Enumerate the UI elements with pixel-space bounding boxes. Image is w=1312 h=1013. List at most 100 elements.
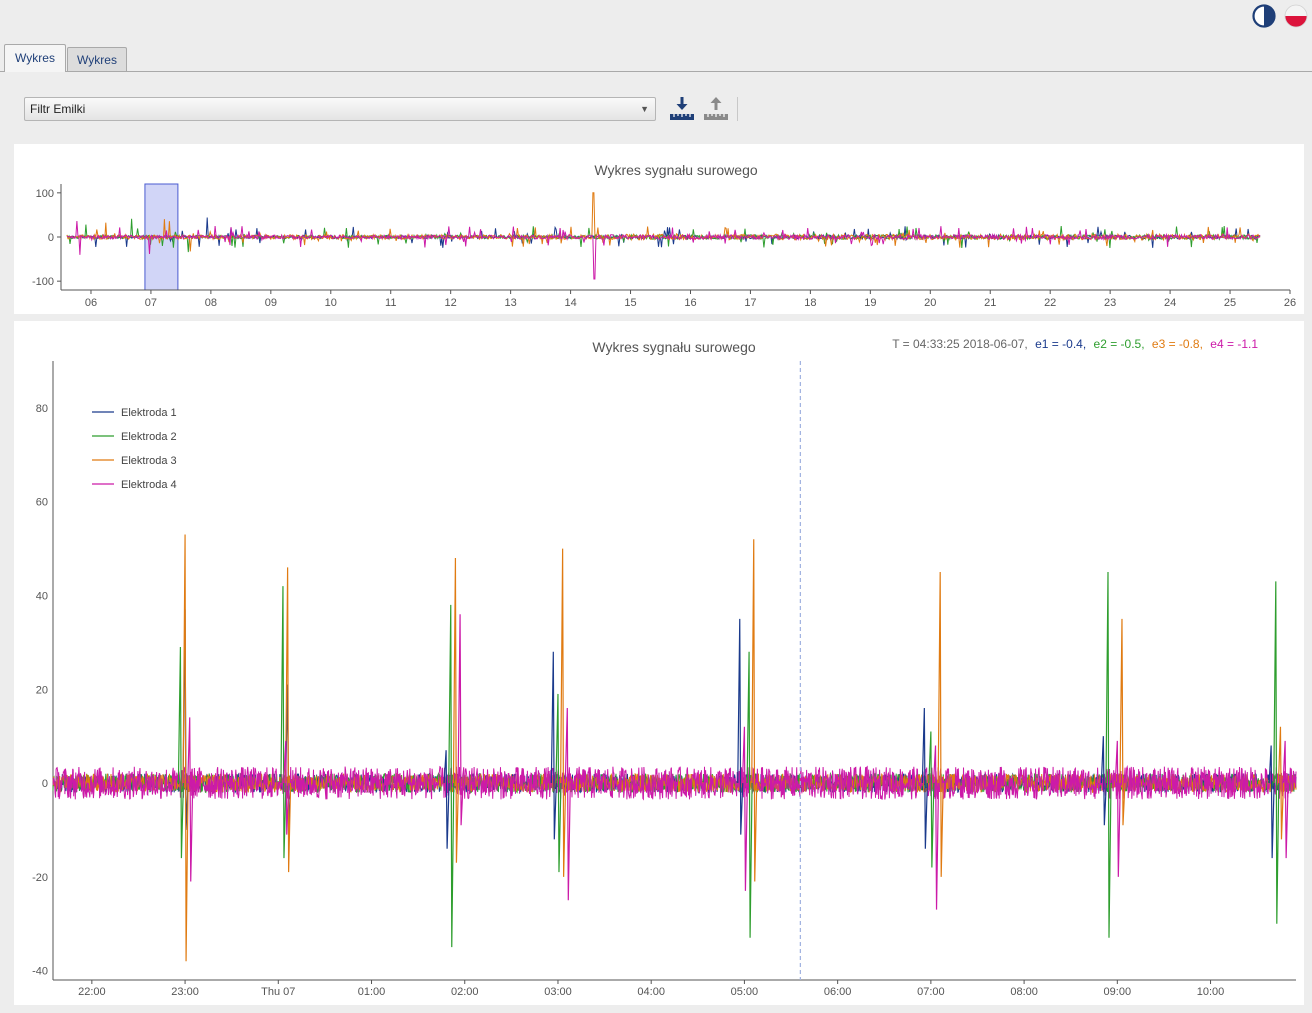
detail-spike-e3 <box>285 567 292 873</box>
filter-dropdown[interactable]: Filtr Emilki ▼ <box>24 97 656 121</box>
detail-x-tick-label: 22:00 <box>78 986 106 998</box>
readout-time: T = 04:33:25 2018-06-07, <box>892 337 1028 351</box>
detail-spike-e3 <box>1119 618 1126 826</box>
detail-y-tick-label: 20 <box>36 684 48 696</box>
detail-spike-e2 <box>928 731 935 868</box>
detail-spike-e4 <box>283 740 290 835</box>
overview-x-tick-label: 23 <box>1104 297 1116 309</box>
detail-y-tick-label: 60 <box>36 497 48 509</box>
overview-series-4 <box>66 220 1261 280</box>
detail-x-tick-label: Thu 07 <box>261 986 295 998</box>
legend-label-e4[interactable]: Elektroda 4 <box>121 479 177 491</box>
readout-e4: e4 = -1.1 <box>1210 337 1258 351</box>
overview-x-tick-label: 08 <box>205 297 217 309</box>
detail-spike-e2 <box>1105 572 1112 938</box>
overview-series-1 <box>67 217 1261 248</box>
detail-spike-e4 <box>564 707 571 901</box>
detail-chart-panel: Wykres sygnału surowego T = 04:33:25 201… <box>14 321 1304 1005</box>
detail-spike-e2 <box>177 647 185 859</box>
detail-spike-e4 <box>187 717 194 882</box>
overview-x-tick-label: 20 <box>924 297 936 309</box>
detail-spike-e2 <box>280 586 287 859</box>
detail-spike-e2 <box>448 604 455 948</box>
overview-x-tick-label: 19 <box>864 297 876 309</box>
overview-chart-panel: Wykres sygnału surowego 100 0 -100 06 07 08 09… <box>14 144 1304 314</box>
tab-bar: Wykres Wykres <box>0 44 1312 72</box>
top-toolbar <box>1252 4 1308 28</box>
detail-y-tick-label: 40 <box>36 590 48 602</box>
overview-x-tick-label: 15 <box>624 297 636 309</box>
overview-x-tick-label: 13 <box>505 297 517 309</box>
overview-y-tick-label: 0 <box>48 232 54 244</box>
detail-spike-e1 <box>737 618 744 835</box>
detail-spike-e4 <box>457 614 464 826</box>
detail-spike-e3 <box>1277 726 1285 840</box>
legend-label-e3[interactable]: Elektroda 3 <box>121 455 177 467</box>
readout-e1: e1 = -0.4, <box>1035 337 1086 351</box>
readout-e3: e3 = -0.8, <box>1152 337 1203 351</box>
overview-x-tick-label: 18 <box>804 297 816 309</box>
poland-flag-icon[interactable] <box>1284 4 1308 28</box>
detail-x-tick-label: 06:00 <box>824 986 852 998</box>
detail-x-tick-label: 05:00 <box>731 986 759 998</box>
detail-spike-e4 <box>1114 740 1121 877</box>
chevron-down-icon: ▼ <box>640 104 649 114</box>
filter-dropdown-value: Filtr Emilki <box>30 102 86 116</box>
overview-x-tick-label: 26 <box>1284 297 1296 309</box>
detail-chart[interactable]: Wykres sygnału surowego T = 04:33:25 201… <box>14 321 1304 1005</box>
download-ruler-icon[interactable] <box>668 95 696 123</box>
detail-spike-e4 <box>741 726 749 891</box>
overview-series-3 <box>66 192 1261 252</box>
detail-y-tick-label: -40 <box>32 966 48 978</box>
detail-y-tick-label: 0 <box>42 778 48 790</box>
detail-spike-e3 <box>751 539 758 882</box>
detail-spike-e3 <box>560 548 567 877</box>
overview-x-tick-label: 16 <box>684 297 696 309</box>
detail-spike-e1 <box>443 750 450 849</box>
overview-x-tick-label: 14 <box>564 297 576 309</box>
tab-wykres-active[interactable]: Wykres <box>4 44 66 72</box>
overview-y-tick-label: -100 <box>32 276 54 288</box>
overview-x-tick-label: 22 <box>1044 297 1056 309</box>
detail-y-tick-label: 80 <box>36 403 48 415</box>
overview-x-tick-label: 21 <box>984 297 996 309</box>
detail-x-tick-label: 07:00 <box>917 986 945 998</box>
overview-chart[interactable]: Wykres sygnału surowego 100 0 -100 06 07 08 09… <box>14 144 1304 314</box>
contrast-icon[interactable] <box>1252 4 1276 28</box>
detail-spike-e4 <box>1282 740 1289 859</box>
detail-spike-e1 <box>921 707 928 849</box>
detail-series-4 <box>52 764 1297 801</box>
detail-spike-e2 <box>1273 581 1280 924</box>
detail-spike-e3 <box>937 572 944 877</box>
tab-wykres[interactable]: Wykres <box>67 47 127 71</box>
detail-x-tick-label: 04:00 <box>637 986 665 998</box>
detail-x-tick-label: 02:00 <box>451 986 479 998</box>
detail-spike-e3 <box>182 534 189 962</box>
legend-label-e1[interactable]: Elektroda 1 <box>121 407 177 419</box>
detail-spike-e3 <box>452 557 460 863</box>
detail-x-tick-label: 01:00 <box>358 986 386 998</box>
overview-x-tick-label: 17 <box>744 297 756 309</box>
overview-x-tick-label: 10 <box>325 297 337 309</box>
toolbar-separator <box>737 97 738 121</box>
detail-spike-e1 <box>550 651 557 840</box>
detail-spike-e1 <box>1268 745 1275 859</box>
detail-spike-e2 <box>746 651 753 938</box>
upload-ruler-icon[interactable] <box>702 95 730 123</box>
detail-x-tick-label: 10:00 <box>1197 986 1225 998</box>
detail-x-tick-label: 08:00 <box>1010 986 1038 998</box>
overview-x-tick-label: 06 <box>85 297 97 309</box>
cursor-readout: T = 04:33:25 2018-06-07, e1 = -0.4, e2 =… <box>892 337 1258 351</box>
overview-y-tick-label: 100 <box>36 188 54 200</box>
detail-x-tick-label: 03:00 <box>544 986 572 998</box>
readout-e2: e2 = -0.5, <box>1094 337 1145 351</box>
legend-label-e2[interactable]: Elektroda 2 <box>121 431 177 443</box>
overview-chart-title: Wykres sygnału surowego <box>594 162 757 178</box>
detail-chart-title: Wykres sygnału surowego <box>592 339 755 355</box>
detail-spike-e4 <box>932 745 940 910</box>
overview-x-tick-label: 12 <box>445 297 457 309</box>
overview-x-tick-label: 24 <box>1164 297 1176 309</box>
detail-spike-e2 <box>555 693 562 873</box>
detail-spike-e1 <box>1100 736 1107 826</box>
detail-y-tick-label: -20 <box>32 872 48 884</box>
